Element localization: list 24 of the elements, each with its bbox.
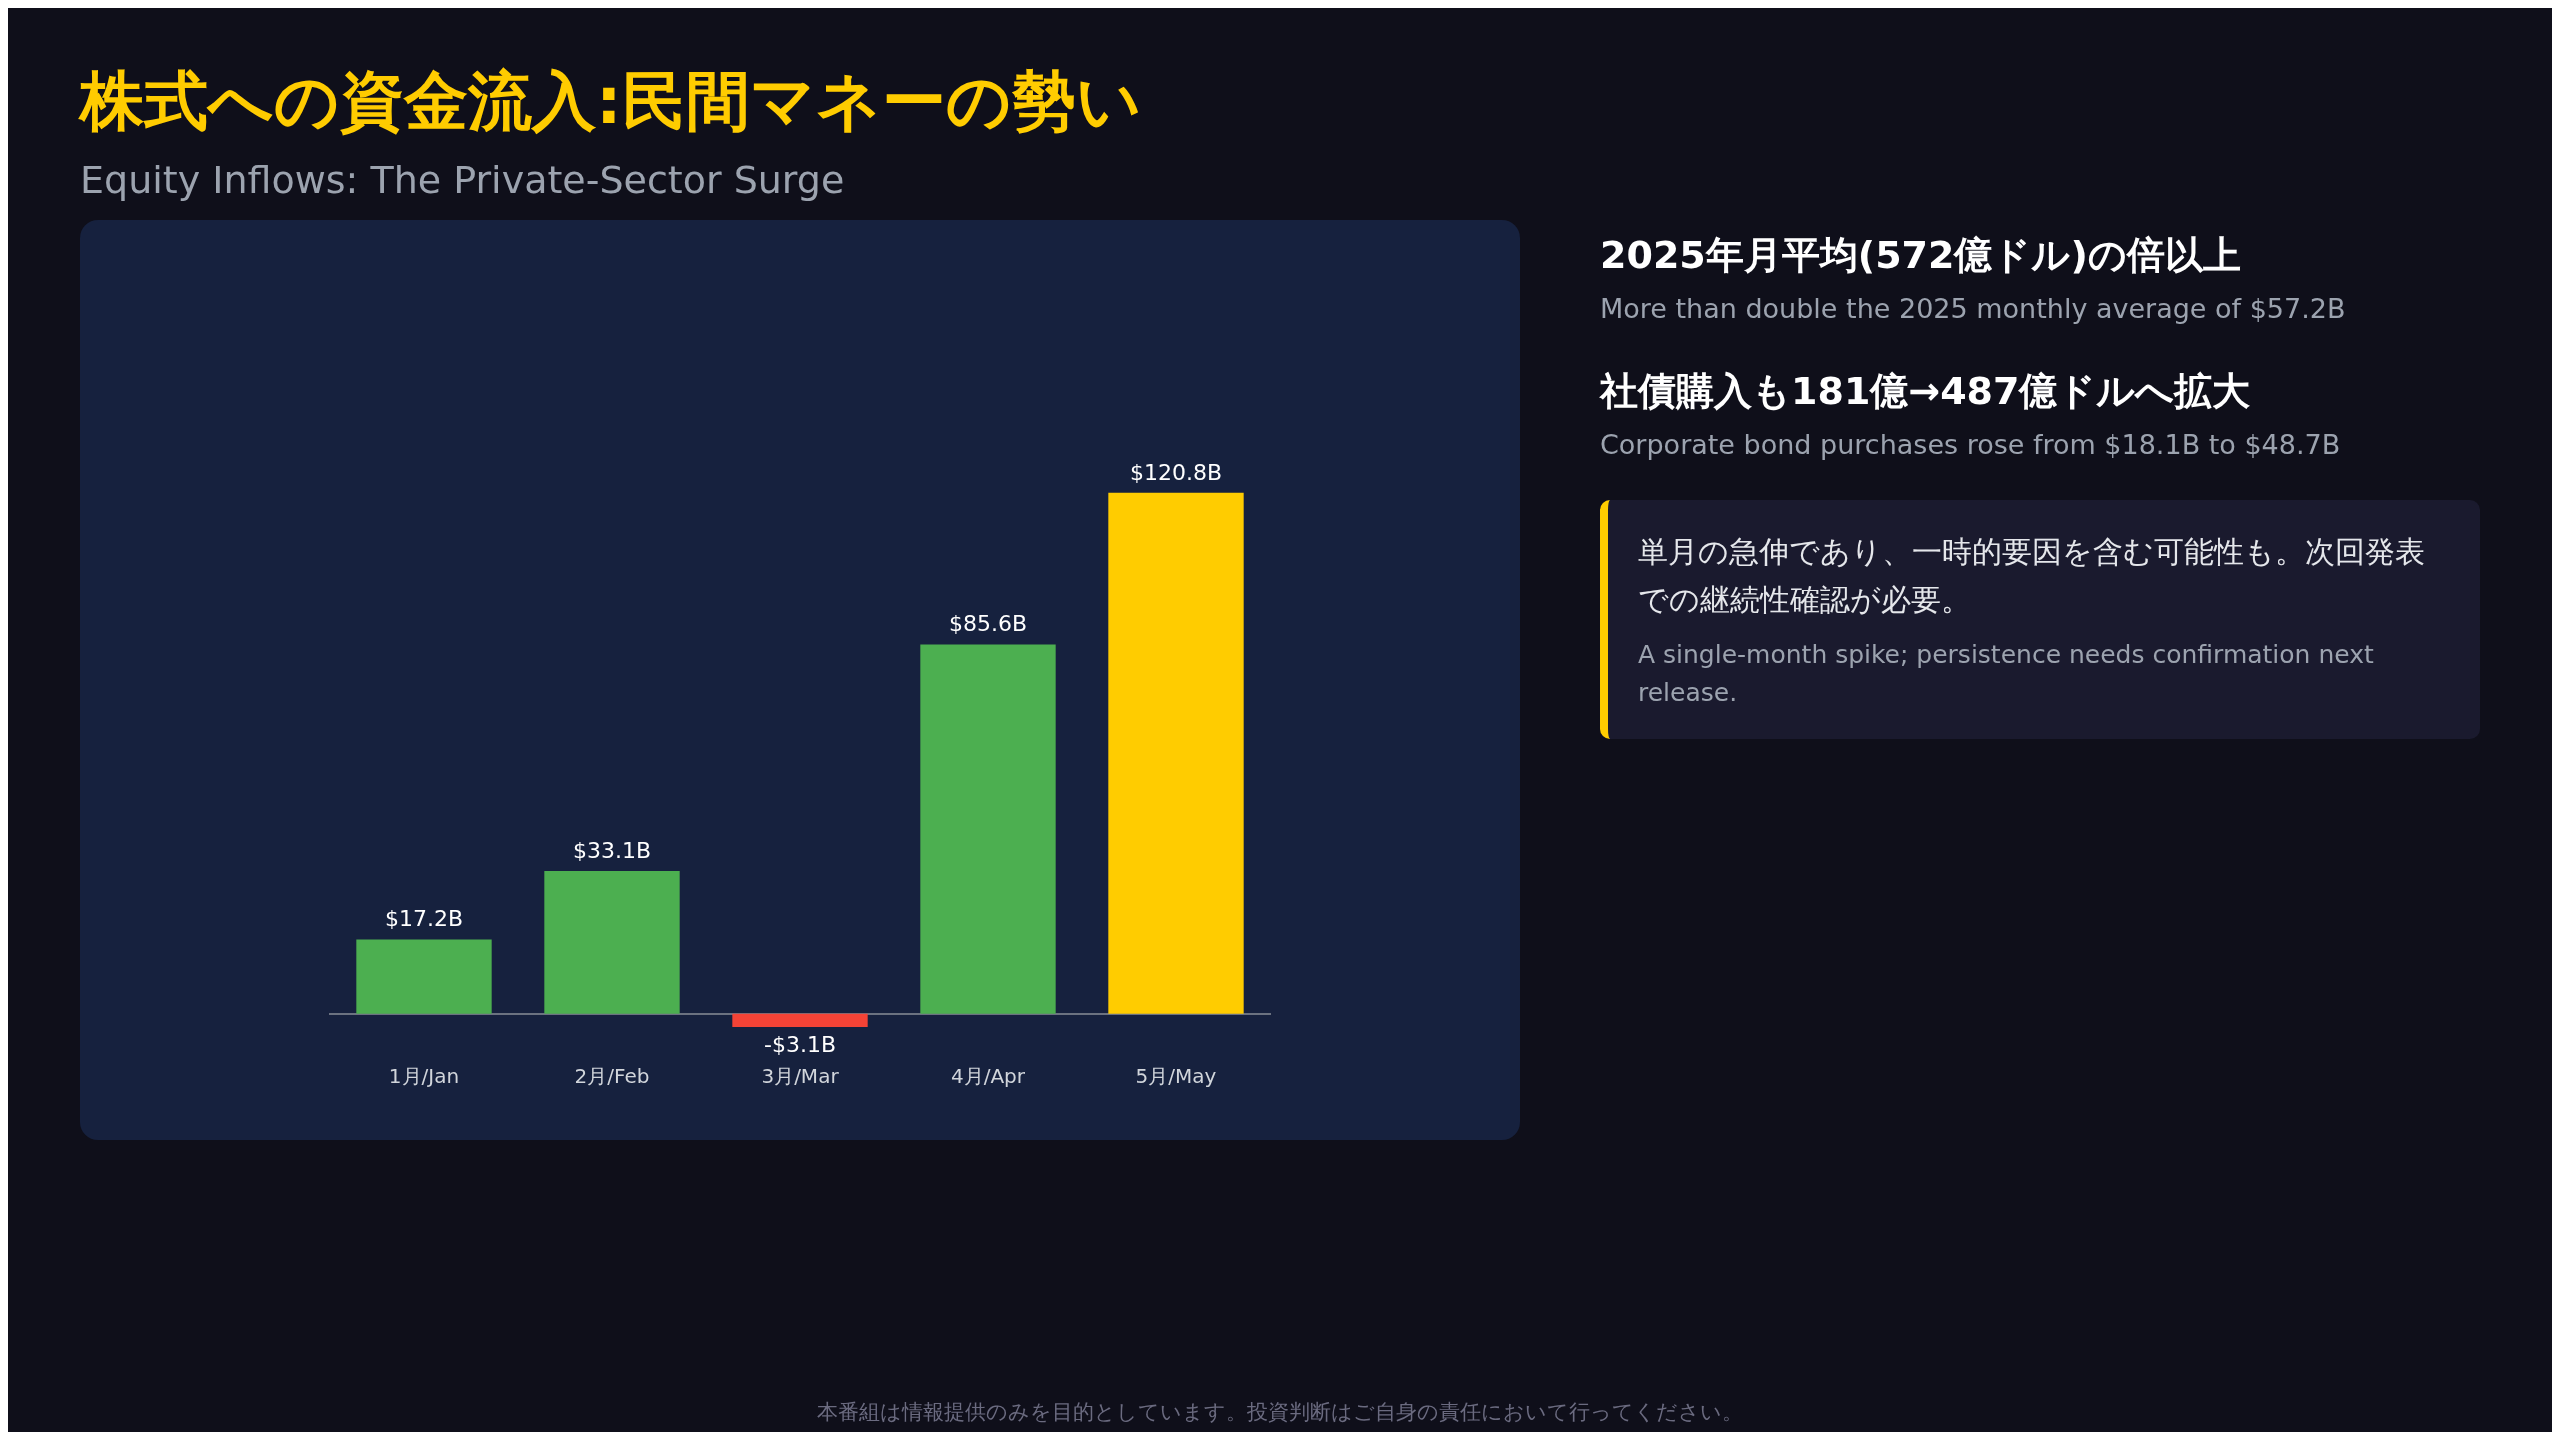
bar [356,939,492,1014]
text: 社債購入も181億→487億ドルへ拡大 [1600,368,2252,415]
data-label: -$3.1B [763,1031,837,1057]
text: A single-month spike; persistence needs confirmation next release. [1638,639,2375,709]
text: Corporate bond purchases rose from $18.1B to $48.7B [1600,429,2342,460]
text: 2025年月平均(572億ドル)の倍以上 [1600,232,2242,279]
text: 本番組は情報提供のみを目的としています。投資判断はご自身の責任において行ってください。 [816,1399,1744,1426]
data-label: $85.6B [948,611,1028,637]
chart-subtitle: Equity Inflows: The Private-Sector Surge [80,158,845,202]
x-tick-label: 3月/Mar [761,1063,840,1088]
x-tick-label: 2月/Feb [574,1063,650,1088]
chart-title: 株式への資金流入:民間マネーの勢い [80,63,1142,140]
bar [1108,492,1244,1014]
text: More than double the 2025 monthly average of $57.2B [1600,293,2347,324]
text: 単月の急伸であり、一時的要因を含む可能性も。次回発表での継続性確認が必要。 [1638,533,2426,619]
x-tick-label: 5月/May [1135,1063,1217,1088]
bar [544,871,680,1014]
bar [920,644,1056,1014]
data-label: $17.2B [384,906,464,932]
x-tick-label: 4月/Apr [950,1063,1026,1088]
bar [732,1013,868,1028]
data-label: $33.1B [572,837,652,863]
data-label: $120.8B [1129,459,1223,485]
x-tick-label: 1月/Jan [388,1063,460,1088]
